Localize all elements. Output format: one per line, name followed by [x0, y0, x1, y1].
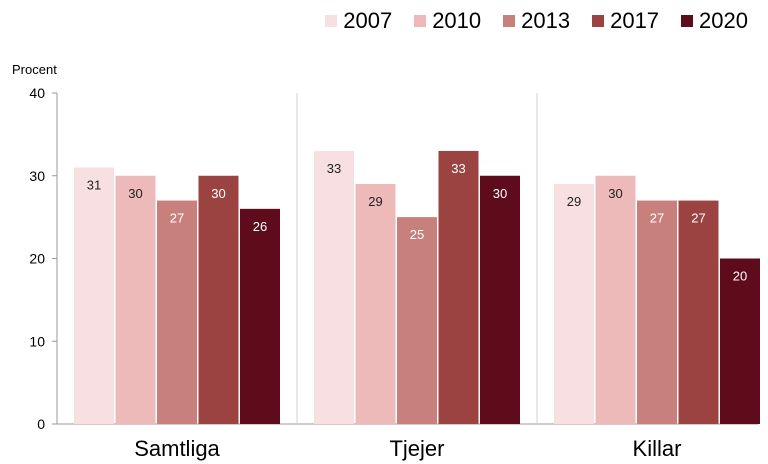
data-label: 27	[650, 211, 664, 226]
bar	[480, 175, 520, 424]
legend-label: 2017	[610, 8, 660, 33]
data-label: 30	[493, 186, 507, 201]
y-axis-label: Procent	[12, 62, 57, 77]
legend-item-2010: 2010	[414, 8, 481, 34]
bar	[595, 175, 636, 424]
bar	[397, 217, 437, 424]
y-tick-label: 40	[29, 85, 45, 101]
legend-swatch	[592, 15, 605, 27]
legend-swatch	[503, 15, 516, 27]
legend-label: 2020	[699, 8, 748, 33]
data-label: 33	[451, 161, 465, 176]
bar	[240, 208, 280, 424]
bar	[637, 200, 677, 424]
data-label: 30	[128, 186, 142, 201]
bar	[554, 184, 594, 424]
y-tick-label: 0	[37, 416, 45, 432]
bar	[678, 200, 719, 424]
bar	[355, 184, 396, 424]
legend-item-2020: 2020	[681, 8, 748, 34]
bar	[157, 200, 197, 424]
category-label: Killar	[633, 436, 682, 461]
legend-label: 2010	[432, 8, 482, 33]
data-label: 27	[691, 211, 705, 226]
bar	[115, 175, 156, 424]
data-label: 33	[327, 161, 341, 176]
data-label: 30	[608, 186, 622, 201]
bar	[198, 175, 239, 424]
legend-swatch	[325, 15, 338, 27]
legend-item-2017: 2017	[592, 8, 659, 34]
data-label: 29	[368, 194, 382, 209]
legend-item-2013: 2013	[503, 8, 570, 34]
data-label: 25	[410, 227, 424, 242]
data-label: 29	[567, 194, 581, 209]
legend-label: 2013	[521, 8, 571, 33]
bar	[314, 150, 354, 425]
y-tick-label: 20	[29, 251, 45, 267]
legend-swatch	[414, 15, 427, 27]
legend-label: 2007	[343, 8, 393, 33]
y-tick-label: 10	[29, 333, 45, 349]
bar	[720, 258, 760, 424]
data-label: 26	[253, 219, 267, 234]
category-label: Tjejer	[389, 436, 444, 461]
data-label: 20	[733, 269, 747, 284]
chart-legend: 2007 2010 2013 2017 2020	[325, 8, 748, 34]
legend-item-2007: 2007	[325, 8, 392, 34]
data-label: 27	[170, 211, 184, 226]
bar	[74, 167, 114, 424]
y-tick-label: 30	[29, 168, 45, 184]
legend-swatch	[681, 15, 694, 27]
category-label: Samtliga	[134, 436, 220, 461]
data-label: 30	[211, 186, 225, 201]
data-label: 31	[87, 177, 101, 192]
bar	[438, 150, 479, 425]
